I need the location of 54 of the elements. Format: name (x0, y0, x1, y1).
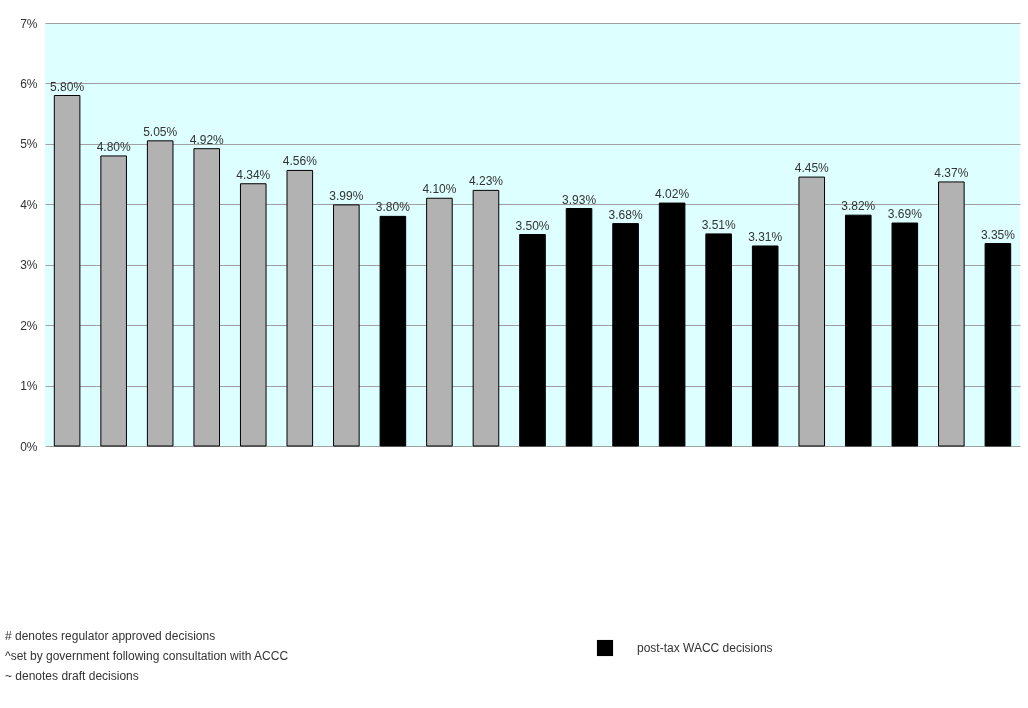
data-label: 4.37% (934, 165, 969, 180)
data-label: 3.51% (701, 217, 736, 232)
bar (379, 215, 407, 447)
bar (239, 183, 267, 447)
bar (798, 176, 826, 447)
text: ^set by government following consultation with ACCC (5, 649, 289, 663)
data-label: 3.35% (980, 227, 1016, 242)
bar (984, 243, 1012, 447)
bar (891, 222, 919, 447)
data-label: 3.80% (375, 200, 411, 215)
bar (938, 181, 965, 447)
bar (519, 234, 546, 447)
y-tick-label: 0% (20, 439, 38, 454)
text: # denotes regulator approved decisions (5, 629, 216, 643)
data-label: 3.31% (748, 229, 783, 244)
data-label: 3.50% (515, 218, 550, 233)
data-label: 4.34% (236, 167, 271, 182)
bar (751, 245, 779, 447)
bar (146, 140, 174, 447)
bar (658, 202, 686, 447)
bar (844, 214, 872, 447)
bar (333, 204, 360, 447)
bar (612, 223, 639, 447)
y-tick-label: 7% (20, 16, 38, 31)
bar (286, 169, 314, 447)
bar (53, 95, 81, 447)
data-label: 4.80% (96, 139, 131, 154)
bar (100, 155, 127, 447)
bar (472, 189, 500, 447)
y-tick-label: 6% (20, 76, 38, 91)
data-label: 3.82% (841, 199, 876, 214)
y-tick-label: 4% (20, 197, 38, 212)
data-label: 3.68% (608, 207, 643, 222)
bar (193, 148, 221, 447)
data-label: 5.05% (143, 124, 178, 139)
bar (565, 208, 593, 447)
data-label: 4.02% (655, 187, 690, 202)
data-label: 4.56% (282, 154, 318, 169)
bar (705, 233, 732, 447)
y-tick-label: 2% (20, 318, 38, 333)
data-label: 3.99% (329, 188, 364, 203)
bar (426, 197, 453, 447)
data-label: 4.23% (468, 174, 504, 189)
data-label: 4.92% (189, 132, 225, 147)
text: ~ denotes draft decisions (5, 669, 139, 683)
y-tick-label: 1% (20, 379, 38, 394)
legend-label: post-tax WACC decisions (637, 641, 773, 655)
data-label: 5.80% (50, 79, 85, 94)
y-tick-label: 3% (20, 258, 38, 273)
data-label: 3.93% (562, 192, 597, 207)
data-label: 4.10% (422, 182, 457, 197)
data-label: 4.45% (794, 161, 830, 176)
data-label: 3.69% (887, 207, 923, 222)
y-tick-label: 5% (20, 137, 38, 152)
